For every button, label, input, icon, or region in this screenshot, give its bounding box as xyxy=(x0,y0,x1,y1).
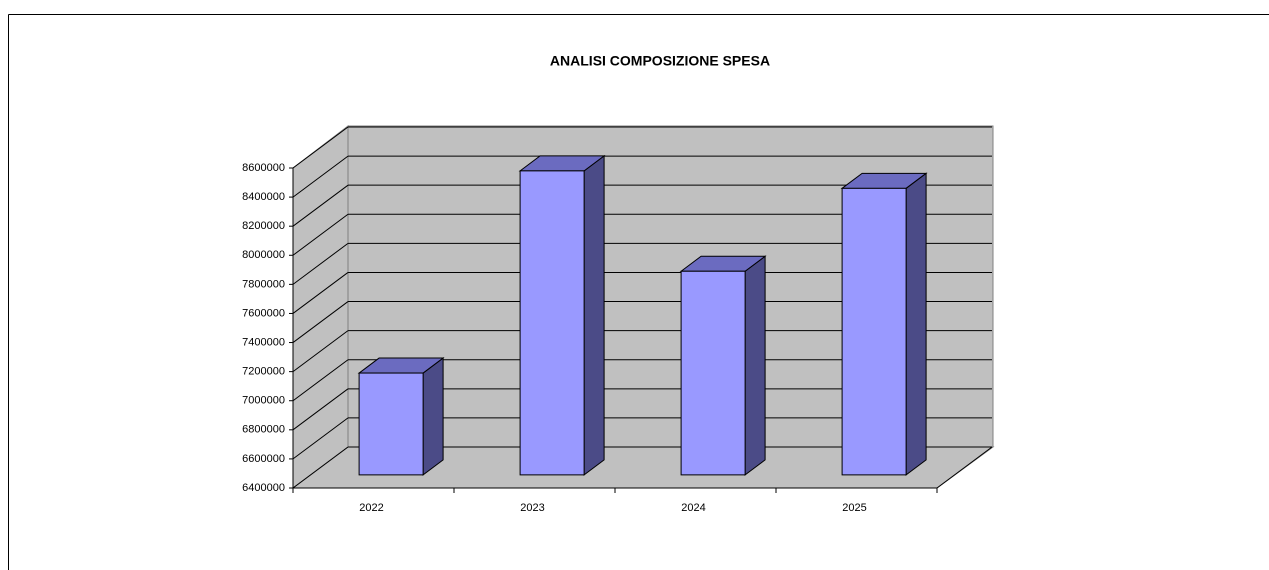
grid-line xyxy=(292,126,349,169)
bar xyxy=(841,187,907,476)
bar-side xyxy=(422,357,444,476)
grid-line xyxy=(292,242,349,285)
grid-line xyxy=(292,359,349,402)
x-tick-label: 2023 xyxy=(520,502,544,514)
grid-line xyxy=(292,417,349,460)
x-tick-label: 2022 xyxy=(359,502,383,514)
y-tick-label: 8400000 xyxy=(242,191,285,203)
y-tick-label: 8600000 xyxy=(242,162,285,174)
grid-line xyxy=(292,155,349,198)
floor-edge xyxy=(936,446,993,489)
y-tick-label: 8000000 xyxy=(242,249,285,261)
grid-line xyxy=(292,301,349,343)
y-tick-label: 7000000 xyxy=(242,395,285,407)
y-tick-label: 6600000 xyxy=(242,453,285,465)
bar-side xyxy=(583,154,605,476)
y-tick-label: 6800000 xyxy=(242,424,285,436)
grid-line xyxy=(292,388,349,431)
y-tick-label: 7600000 xyxy=(242,307,285,319)
y-tick-label: 6400000 xyxy=(242,482,285,494)
chart-title: ANALISI COMPOSIZIONE SPESA xyxy=(550,53,770,69)
x-tick-label: 2024 xyxy=(681,502,705,514)
y-tick-label: 8200000 xyxy=(242,220,285,232)
bar xyxy=(358,372,424,476)
y-tick-label: 7200000 xyxy=(242,366,285,378)
bar-side xyxy=(905,172,927,476)
grid-line xyxy=(292,446,349,489)
x-tick-label: 2025 xyxy=(842,502,866,514)
y-tick-label: 7800000 xyxy=(242,278,285,290)
bar xyxy=(680,270,746,476)
grid-line xyxy=(292,330,349,373)
grid-line xyxy=(292,184,349,227)
y-tick-label: 7400000 xyxy=(242,336,285,348)
bar xyxy=(519,170,585,476)
bar-side xyxy=(744,255,766,476)
grid-line xyxy=(292,272,349,314)
grid-line xyxy=(292,213,349,256)
